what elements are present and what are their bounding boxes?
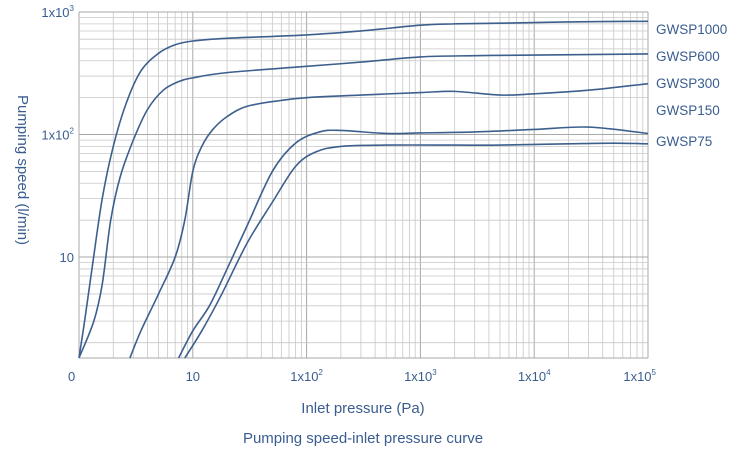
- x-tick-labels: 0 10 1x102 1x103 1x104 1x105: [68, 368, 657, 384]
- x-tick-label: 1x104: [518, 368, 551, 384]
- x-tick-label: 0: [68, 369, 75, 384]
- y-tick-label: 10: [60, 250, 74, 265]
- x-axis-label: Inlet pressure (Pa): [301, 400, 424, 417]
- series-line-gwsp75: [184, 142, 649, 359]
- series-label-gwsp150: GWSP150: [656, 103, 720, 118]
- series-line-gwsp300: [129, 82, 649, 359]
- series-label-gwsp75: GWSP75: [656, 134, 712, 149]
- series-label-gwsp1000: GWSP1000: [656, 22, 727, 37]
- x-tick-label: 1x105: [623, 368, 656, 384]
- grid: [78, 11, 649, 359]
- series-line-gwsp1000: [78, 20, 649, 359]
- series-label-gwsp600: GWSP600: [656, 49, 720, 64]
- y-tick-labels: 10 1x102 1x103: [41, 4, 74, 265]
- x-tick-label: 10: [186, 369, 200, 384]
- y-axis-label: Pumping speed (l/min): [14, 95, 31, 245]
- chart-caption: Pumping speed-inlet pressure curve: [243, 430, 483, 447]
- y-tick-label: 1x103: [41, 4, 74, 20]
- series-label-gwsp300: GWSP300: [656, 76, 720, 91]
- x-tick-label: 1x103: [404, 368, 437, 384]
- y-tick-label: 1x102: [41, 127, 74, 143]
- x-tick-label: 1x102: [290, 368, 323, 384]
- curves: [78, 20, 649, 359]
- series-line-gwsp600: [78, 53, 649, 359]
- series-line-gwsp150: [177, 126, 649, 359]
- series-labels: GWSP1000 GWSP600 GWSP300 GWSP150 GWSP75: [656, 22, 727, 149]
